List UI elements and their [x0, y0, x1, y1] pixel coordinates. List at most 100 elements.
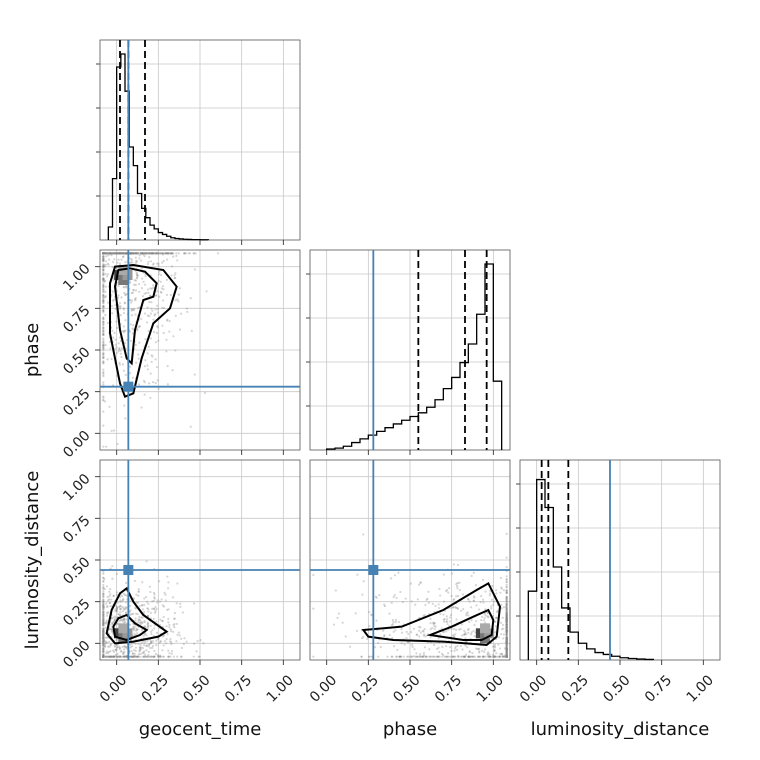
- sample-point: [505, 604, 508, 607]
- sample-point: [461, 593, 465, 596]
- sample-point: [102, 650, 105, 654]
- sample-point: [131, 652, 135, 655]
- sample-point: [505, 655, 508, 658]
- sample-point: [167, 655, 170, 658]
- histogram-panel-geocent_time: [96, 39, 301, 245]
- sample-point: [102, 259, 105, 262]
- sample-point: [141, 252, 144, 255]
- sample-point: [505, 645, 508, 648]
- sample-point: [124, 417, 127, 420]
- sample-point: [505, 623, 508, 626]
- sample-point: [120, 607, 123, 610]
- sample-point: [138, 621, 142, 624]
- sample-point: [477, 647, 480, 651]
- sample-point: [120, 252, 124, 255]
- sample-point: [102, 344, 105, 347]
- sample-point: [102, 252, 105, 255]
- sample-point: [149, 252, 152, 255]
- sample-point: [102, 268, 105, 271]
- sample-point: [102, 655, 105, 658]
- sample-point: [429, 635, 432, 639]
- sample-point: [505, 626, 508, 629]
- sample-point: [135, 260, 139, 263]
- sample-point: [118, 655, 122, 658]
- sample-point: [165, 293, 168, 297]
- sample-point: [505, 642, 508, 645]
- sample-point: [125, 594, 128, 597]
- sample-point: [151, 629, 154, 632]
- sample-point: [102, 362, 105, 365]
- sample-point: [336, 616, 339, 619]
- sample-point: [112, 252, 115, 255]
- sample-point: [505, 648, 508, 651]
- sample-point: [106, 650, 109, 653]
- sample-point: [102, 607, 105, 610]
- sample-point: [147, 602, 150, 605]
- sample-point: [505, 620, 508, 623]
- sample-point: [505, 655, 508, 658]
- sample-point: [368, 655, 371, 658]
- sample-point: [414, 655, 417, 658]
- sample-point: [149, 590, 152, 594]
- sample-point: [118, 655, 121, 658]
- sample-point: [361, 636, 364, 640]
- sample-point: [505, 635, 508, 638]
- sample-point: [105, 275, 109, 278]
- sample-point: [189, 425, 192, 428]
- sample-point: [505, 625, 508, 628]
- sample-point: [148, 301, 151, 304]
- sample-point: [143, 365, 146, 368]
- sample-point: [108, 601, 111, 605]
- sample-point: [167, 617, 170, 620]
- sample-point: [505, 613, 508, 616]
- sample-point: [154, 252, 157, 255]
- sample-point: [494, 655, 498, 658]
- sample-point: [468, 650, 471, 653]
- sample-point: [151, 355, 154, 358]
- sample-point: [161, 619, 164, 623]
- sample-point: [102, 641, 105, 644]
- sample-point: [102, 252, 105, 255]
- sample-point: [103, 643, 106, 646]
- sample-point: [102, 252, 105, 255]
- sample-point: [505, 596, 508, 599]
- sample-point: [452, 627, 456, 631]
- sample-point: [505, 638, 508, 641]
- sample-point: [493, 649, 496, 652]
- sample-point: [505, 609, 508, 612]
- sample-point: [114, 252, 118, 255]
- sample-point: [456, 606, 459, 610]
- sample-point: [114, 252, 117, 255]
- sample-point: [102, 639, 105, 643]
- sample-point: [505, 655, 508, 658]
- sample-point: [102, 344, 105, 347]
- sample-point: [124, 655, 127, 658]
- sample-point: [379, 645, 382, 649]
- sample-point: [188, 252, 192, 255]
- sample-point: [505, 655, 508, 658]
- sample-point: [470, 618, 473, 622]
- sample-point: [121, 610, 124, 613]
- sample-point: [102, 299, 105, 303]
- sample-point: [457, 654, 460, 658]
- sample-point: [118, 252, 122, 255]
- sample-point: [422, 653, 426, 657]
- sample-point: [115, 616, 118, 619]
- sample-point: [170, 649, 174, 653]
- sample-point: [145, 644, 149, 647]
- sample-point: [195, 650, 198, 653]
- sample-point: [399, 590, 402, 594]
- sample-point: [505, 655, 508, 658]
- sample-point: [505, 629, 508, 632]
- sample-point: [116, 610, 119, 613]
- sample-point: [153, 252, 156, 255]
- sample-point: [102, 258, 105, 261]
- sample-point: [110, 630, 114, 633]
- sample-point: [104, 252, 107, 255]
- sample-point: [102, 655, 105, 658]
- sample-point: [113, 258, 116, 261]
- sample-point: [105, 614, 109, 617]
- sample-point: [156, 379, 159, 382]
- sample-point: [102, 636, 105, 640]
- sample-point: [108, 655, 111, 658]
